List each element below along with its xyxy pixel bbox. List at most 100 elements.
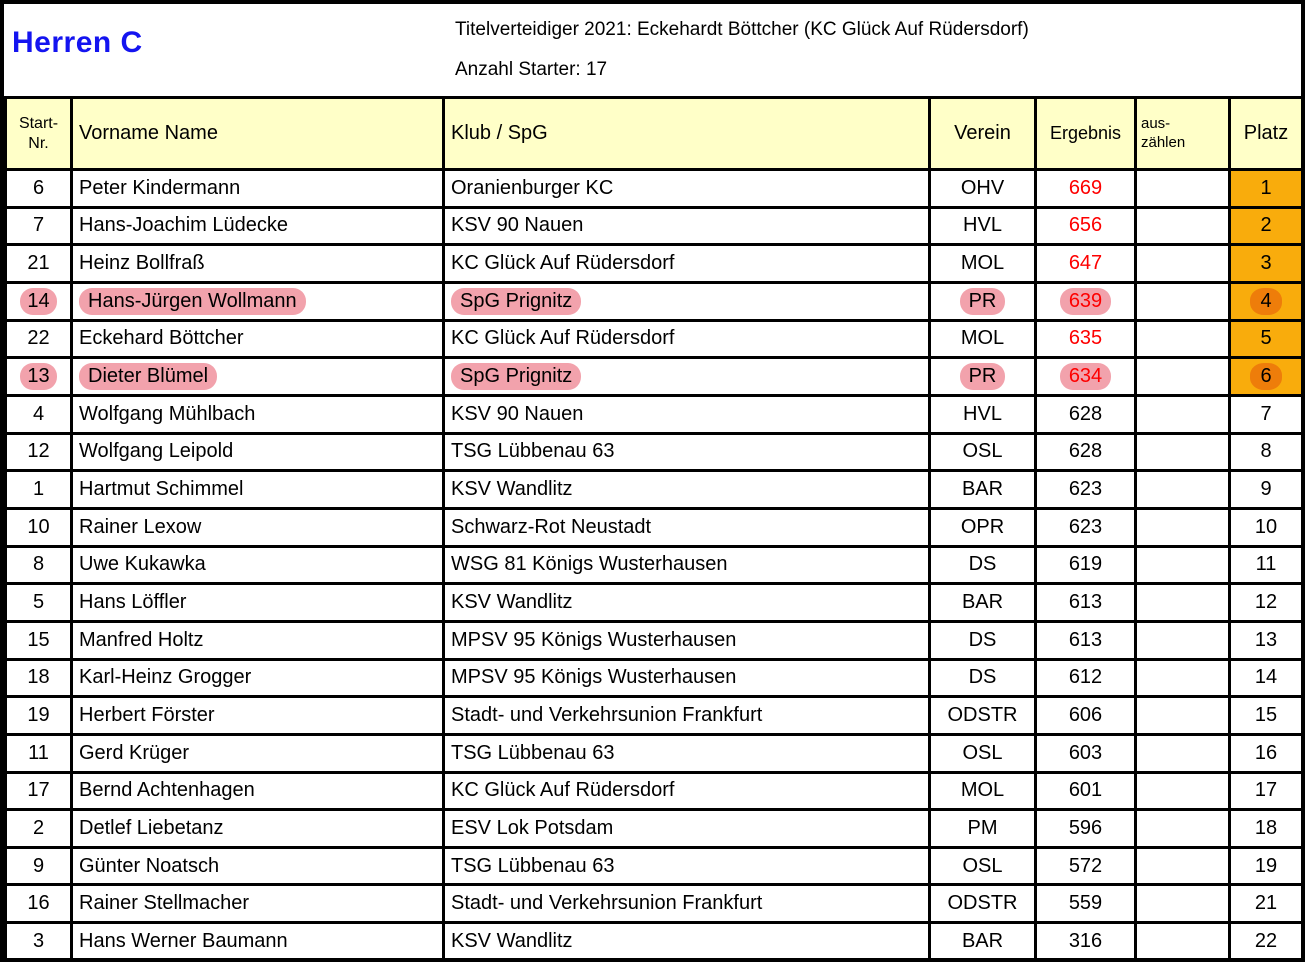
auszaehlen-cell <box>1134 921 1231 958</box>
auszaehlen-cell <box>1134 318 1231 360</box>
table-row: 13 Dieter Blümel SpG Prignitz PR 634 6 <box>4 356 1301 397</box>
klub-cell: KSV Wandlitz <box>442 582 931 623</box>
klub-cell: MPSV 95 Königs Wusterhausen <box>442 619 931 661</box>
results-table: Start- Nr. Vorname Name Klub / SpG Verein… <box>4 96 1301 958</box>
col-header-auszaehlen-line1: aus- <box>1141 114 1171 132</box>
name-cell: Hartmut Schimmel <box>70 469 445 510</box>
table-row: 16 Rainer Stellmacher Stadt- und Verkehrsu… <box>4 883 1301 925</box>
start-nr-cell: 1 <box>4 469 73 510</box>
auszaehlen-cell <box>1134 168 1231 209</box>
start-nr-cell: 14 <box>4 280 73 322</box>
platz-cell: 8 <box>1228 431 1301 473</box>
platz-cell: 18 <box>1228 808 1301 849</box>
klub-cell: WSG 81 Königs Wusterhausen <box>442 544 931 586</box>
name-cell: Karl-Heinz Grogger <box>70 657 445 699</box>
platz-cell: 5 <box>1228 318 1301 360</box>
table-row: 12 Wolfgang Leipold TSG Lübbenau 63 OSL 628 8 <box>4 431 1301 473</box>
table-row: 2 Detlef Liebetanz ESV Lok Potsdam PM 596 18 <box>4 808 1301 849</box>
verein-cell: PR <box>928 356 1037 397</box>
start-nr-cell: 19 <box>4 695 73 736</box>
platz-cell: 11 <box>1228 544 1301 586</box>
klub-cell: Schwarz-Rot Neustadt <box>442 506 931 548</box>
ergebnis-cell: 619 <box>1034 544 1137 586</box>
platz-cell: 12 <box>1228 582 1301 623</box>
col-header-klub: Klub / SpG <box>442 96 931 171</box>
name-cell: Hans Löffler <box>70 582 445 623</box>
name-cell: Heinz Bollfraß <box>70 243 445 284</box>
platz-cell: 15 <box>1228 695 1301 736</box>
verein-cell: ODSTR <box>928 695 1037 736</box>
start-nr-cell: 16 <box>4 883 73 925</box>
auszaehlen-cell <box>1134 506 1231 548</box>
start-nr-cell: 15 <box>4 619 73 661</box>
platz-cell: 6 <box>1228 356 1301 397</box>
platz-cell: 4 <box>1228 280 1301 322</box>
name-cell: Manfred Holtz <box>70 619 445 661</box>
klub-cell: KSV Wandlitz <box>442 469 931 510</box>
highlight-marker: PR <box>959 363 1006 391</box>
name-cell: Günter Noatsch <box>70 845 445 887</box>
name-cell: Peter Kindermann <box>70 168 445 209</box>
auszaehlen-cell <box>1134 544 1231 586</box>
start-nr-cell: 13 <box>4 356 73 397</box>
auszaehlen-cell <box>1134 619 1231 661</box>
platz-cell: 10 <box>1228 506 1301 548</box>
table-row: 17 Bernd Achtenhagen KC Glück Auf Rüdersdo… <box>4 770 1301 812</box>
klub-cell: Oranienburger KC <box>442 168 931 209</box>
header-row: Start- Nr. Vorname Name Klub / SpG Verein… <box>4 96 1301 171</box>
verein-cell: PR <box>928 280 1037 322</box>
klub-cell: KC Glück Auf Rüdersdorf <box>442 318 931 360</box>
start-nr-cell: 11 <box>4 732 73 774</box>
platz-cell: 13 <box>1228 619 1301 661</box>
auszaehlen-cell <box>1134 393 1231 435</box>
highlight-marker: 13 <box>20 363 57 391</box>
ergebnis-cell: 603 <box>1034 732 1137 774</box>
col-header-ergebnis: Ergebnis <box>1034 96 1137 171</box>
name-cell: Detlef Liebetanz <box>70 808 445 849</box>
ergebnis-cell: 669 <box>1034 168 1137 209</box>
results-table-body: 6 Peter Kindermann Oranienburger KC OHV 669 1… <box>4 168 1301 958</box>
start-nr-cell: 2 <box>4 808 73 849</box>
verein-cell: HVL <box>928 393 1037 435</box>
platz-cell: 16 <box>1228 732 1301 774</box>
table-row: 22 Eckehard Böttcher KC Glück Auf Rüdersdo… <box>4 318 1301 360</box>
highlight-marker: Dieter Blümel <box>79 363 218 391</box>
table-row: 3 Hans Werner Baumann KSV Wandlitz BAR 316 22 <box>4 921 1301 958</box>
page-title: Herren C <box>12 26 143 59</box>
platz-cell: 22 <box>1228 921 1301 958</box>
verein-cell: DS <box>928 619 1037 661</box>
ergebnis-cell: 623 <box>1034 506 1137 548</box>
ergebnis-cell: 613 <box>1034 619 1137 661</box>
klub-cell: Stadt- und Verkehrsunion Frankfurt <box>442 695 931 736</box>
page-header: Herren C Titelverteidiger 2021: Eckehard… <box>4 4 1301 96</box>
table-row: 11 Gerd Krüger TSG Lübbenau 63 OSL 603 16 <box>4 732 1301 774</box>
auszaehlen-cell <box>1134 695 1231 736</box>
highlight-marker: PR <box>959 287 1006 315</box>
start-nr-cell: 10 <box>4 506 73 548</box>
start-nr-cell: 22 <box>4 318 73 360</box>
name-cell: Rainer Lexow <box>70 506 445 548</box>
platz-cell: 2 <box>1228 205 1301 247</box>
ergebnis-cell: 572 <box>1034 845 1137 887</box>
ergebnis-cell: 613 <box>1034 582 1137 623</box>
ergebnis-cell: 639 <box>1034 280 1137 322</box>
verein-cell: BAR <box>928 582 1037 623</box>
ergebnis-cell: 316 <box>1034 921 1137 958</box>
klub-cell: KSV 90 Nauen <box>442 393 931 435</box>
klub-cell: TSG Lübbenau 63 <box>442 845 931 887</box>
start-nr-cell: 9 <box>4 845 73 887</box>
name-cell: Hans-Jürgen Wollmann <box>70 280 445 322</box>
verein-cell: OHV <box>928 168 1037 209</box>
name-cell: Herbert Förster <box>70 695 445 736</box>
table-row: 4 Wolfgang Mühlbach KSV 90 Nauen HVL 628 7 <box>4 393 1301 435</box>
table-row: 19 Herbert Förster Stadt- und Verkehrsunio… <box>4 695 1301 736</box>
table-row: 1 Hartmut Schimmel KSV Wandlitz BAR 623 9 <box>4 469 1301 510</box>
auszaehlen-cell <box>1134 205 1231 247</box>
auszaehlen-cell <box>1134 280 1231 322</box>
col-header-start-nr-line2: Nr. <box>28 134 49 152</box>
name-cell: Hans-Joachim Lüdecke <box>70 205 445 247</box>
ergebnis-cell: 623 <box>1034 469 1137 510</box>
start-nr-cell: 12 <box>4 431 73 473</box>
table-row: 9 Günter Noatsch TSG Lübbenau 63 OSL 572 19 <box>4 845 1301 887</box>
auszaehlen-cell <box>1134 883 1231 925</box>
